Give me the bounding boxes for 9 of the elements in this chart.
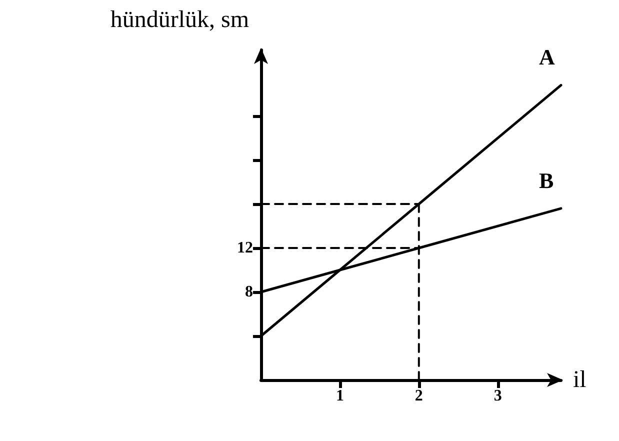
y-axis-title: hündürlük, sm	[110, 7, 250, 33]
y-tick-label: 12	[237, 240, 253, 256]
x-tick-label: 1	[336, 388, 344, 404]
series-label: B	[539, 168, 554, 193]
series-label: A	[539, 44, 555, 70]
x-axis-title: il	[573, 367, 587, 393]
x-tick-label: 3	[494, 388, 502, 404]
x-tick-label: 2	[414, 388, 423, 404]
y-tick-label: 8	[245, 284, 253, 300]
